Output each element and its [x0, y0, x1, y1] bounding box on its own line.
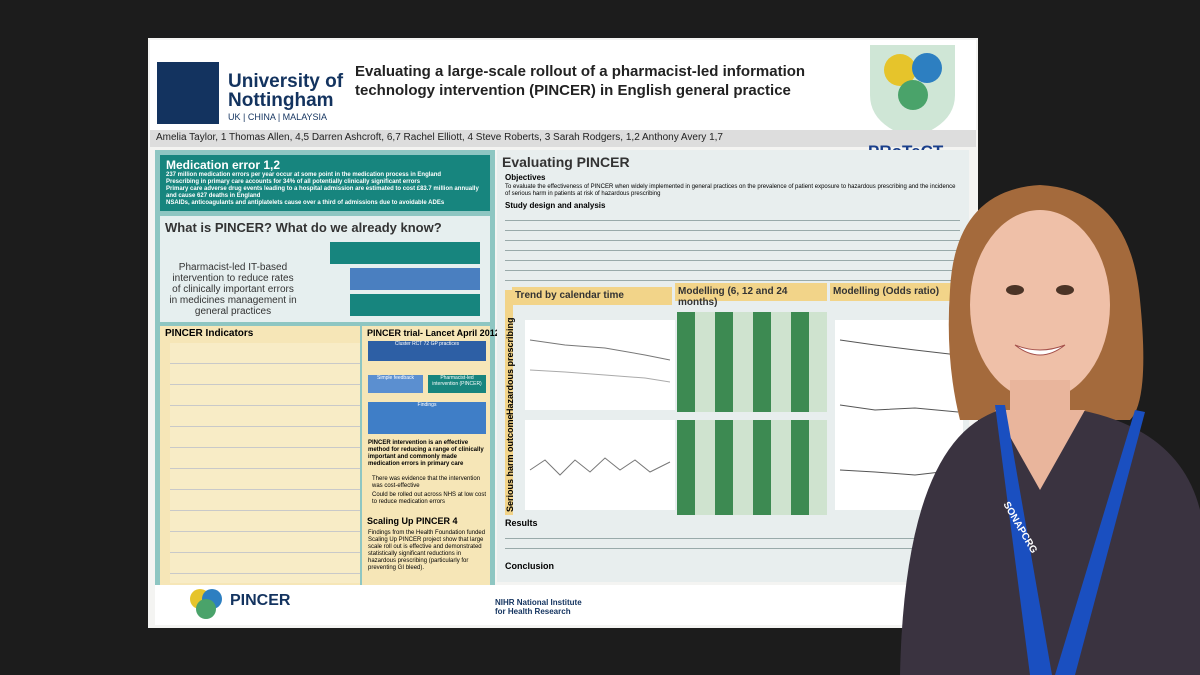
heading: Results	[505, 518, 538, 528]
point: Primary care adverse drug events leading…	[166, 186, 479, 199]
row-band	[505, 290, 513, 515]
university: University of Nottingham	[228, 71, 344, 111]
table	[677, 420, 827, 515]
summary: Pharmacist-led IT-based intervention to …	[169, 262, 297, 317]
row-label: Hazardous prescribing	[505, 317, 515, 415]
panel-title: Trend by calendar time	[512, 287, 672, 305]
heading: PINCER trial- Lancet April 2012 3	[367, 328, 508, 338]
pincer-name: PINCER	[230, 592, 291, 609]
statement: PINCER intervention is an effective meth…	[368, 440, 484, 467]
point: There was evidence that the intervention…	[372, 476, 481, 489]
point: 237 million medication errors per year o…	[166, 172, 442, 178]
point: NSAIDs, anticoagulants and antiplatelets…	[166, 200, 445, 206]
pincer-logo	[190, 589, 222, 619]
heading: What is PINCER? What do we already know?	[165, 220, 442, 235]
authors: Amelia Taylor, 1 Thomas Allen, 4,5 Darre…	[150, 130, 976, 147]
points: 237 million medication errors per year o…	[166, 172, 484, 207]
design-text	[505, 212, 960, 282]
trial-box: Pharmacist-led intervention (PINCER)	[428, 375, 486, 393]
results-text	[505, 530, 960, 558]
medication-error: Medication error 1,2 237 million medicat…	[160, 155, 490, 211]
diagram-box	[350, 268, 480, 290]
heading: Evaluating PINCER	[502, 154, 630, 170]
poster-header	[150, 40, 976, 130]
heading: Medication error 1,2	[166, 158, 281, 172]
heading: PINCER Indicators	[165, 328, 254, 339]
objectives: To evaluate the effectiveness of PINCER …	[505, 184, 956, 197]
footer	[155, 585, 975, 625]
trial-box: Findings	[368, 402, 486, 434]
row-label: Serious harm outcome	[505, 414, 515, 512]
diagram-box	[330, 242, 480, 264]
heading: Study design and analysis	[505, 201, 606, 210]
logo	[157, 62, 219, 124]
trend-charts	[525, 320, 675, 510]
nihr: NIHR National Institute for Health Resea…	[495, 598, 582, 616]
panel-title: Modelling (6, 12 and 24 months)	[675, 283, 827, 308]
heading: Conclusion	[505, 561, 554, 571]
trial-box: Cluster RCT 72 GP practices	[368, 341, 486, 361]
trial-box: Simple feedback	[368, 375, 423, 393]
point: Could be rolled out across NHS at low co…	[372, 492, 487, 505]
point: Prescribing in primary care accounts for…	[166, 179, 421, 185]
trial	[362, 326, 490, 588]
person	[900, 185, 1200, 675]
heading: Scaling Up PINCER 4	[367, 516, 458, 526]
campuses: UK | CHINA | MALAYSIA	[228, 112, 328, 122]
scaling-text: Findings from the Health Foundation fund…	[368, 530, 486, 571]
panel-title: Modelling (Odds ratio)	[830, 283, 964, 301]
table	[677, 312, 827, 412]
indicator-list	[170, 343, 360, 583]
heading: Objectives	[505, 173, 546, 182]
diagram-box	[350, 294, 480, 316]
shield	[870, 45, 955, 138]
poster-title: Evaluating a large-scale rollout of a ph…	[355, 63, 806, 99]
